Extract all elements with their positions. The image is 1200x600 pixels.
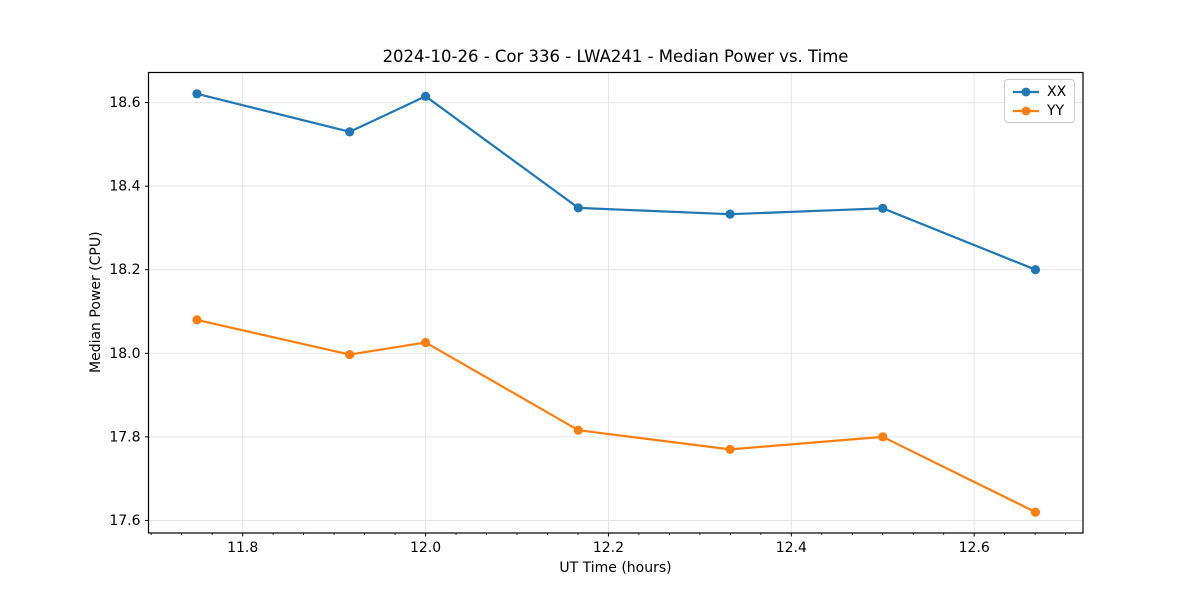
svg-text:17.8: 17.8 bbox=[109, 429, 140, 445]
svg-text:12.4: 12.4 bbox=[776, 540, 807, 556]
svg-text:18.2: 18.2 bbox=[109, 262, 140, 278]
y-axis-label: Median Power (CPU) bbox=[88, 231, 104, 373]
svg-text:12.0: 12.0 bbox=[410, 540, 441, 556]
svg-text:18.4: 18.4 bbox=[109, 179, 140, 195]
svg-text:12.6: 12.6 bbox=[959, 540, 990, 556]
svg-text:18.0: 18.0 bbox=[109, 346, 140, 362]
svg-text:17.6: 17.6 bbox=[109, 513, 140, 529]
svg-text:12.2: 12.2 bbox=[593, 540, 624, 556]
legend-label-yy: YY bbox=[1047, 102, 1065, 119]
chart-title: 2024-10-26 - Cor 336 - LWA241 - Median P… bbox=[382, 47, 849, 66]
legend: XX YY bbox=[1004, 79, 1075, 123]
svg-text:18.6: 18.6 bbox=[109, 95, 140, 111]
x-axis-label: UT Time (hours) bbox=[559, 560, 672, 576]
legend-item-yy: YY bbox=[1011, 101, 1068, 120]
svg-text:11.8: 11.8 bbox=[227, 540, 258, 556]
legend-label-xx: XX bbox=[1047, 83, 1067, 100]
legend-item-xx: XX bbox=[1011, 82, 1068, 101]
legend-line-marker-icon bbox=[1013, 106, 1039, 115]
legend-line-marker-icon bbox=[1013, 87, 1039, 96]
